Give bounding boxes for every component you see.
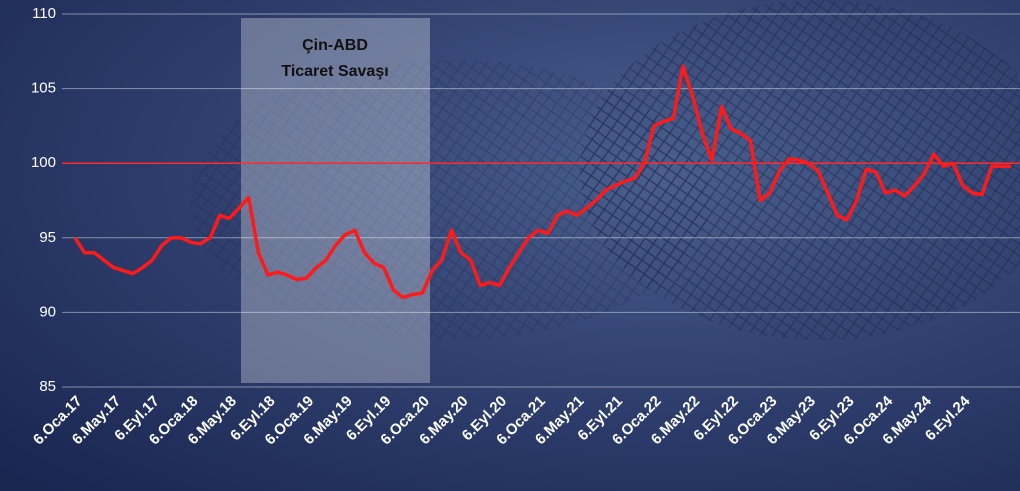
data-line — [73, 64, 1012, 300]
y-tick-label: 110 — [32, 5, 56, 22]
background-texture — [190, 60, 710, 340]
y-tick-label: 85 — [39, 378, 56, 395]
annotation: Çin-ABD — [302, 37, 368, 54]
y-tick-label: 95 — [39, 229, 56, 246]
y-tick-label: 100 — [31, 154, 56, 171]
plot — [62, 64, 1020, 300]
y-tick-label: 90 — [39, 303, 56, 320]
shaded-period — [241, 18, 430, 383]
y-tick-label: 105 — [31, 80, 56, 97]
annotation: Ticaret Savaşı — [281, 63, 388, 80]
